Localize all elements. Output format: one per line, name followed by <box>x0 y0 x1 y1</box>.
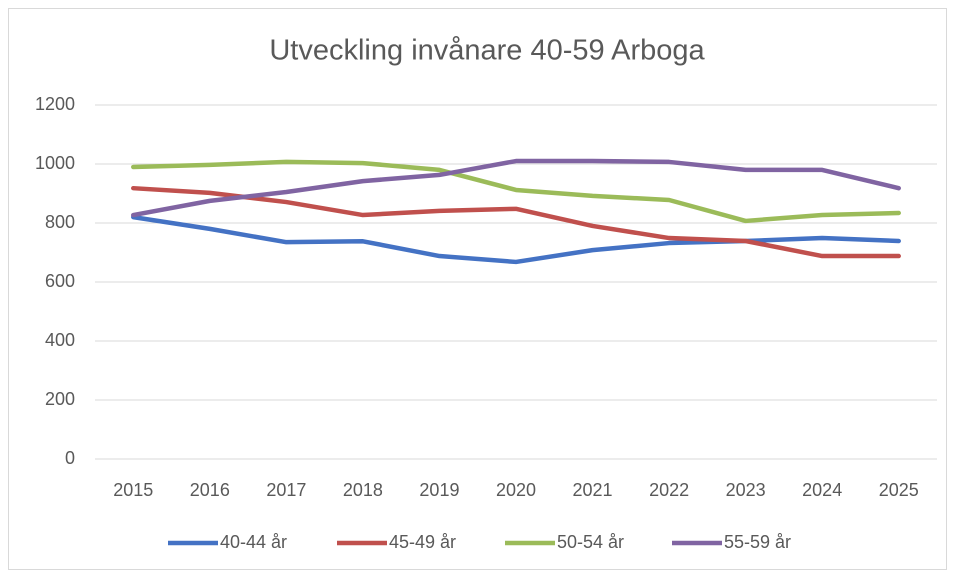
x-tick-label: 2016 <box>190 480 230 500</box>
y-tick-label: 0 <box>65 448 75 468</box>
x-tick-label: 2015 <box>113 480 153 500</box>
line-series <box>131 158 901 218</box>
x-tick-label: 2023 <box>726 480 766 500</box>
y-tick-label: 800 <box>45 212 75 232</box>
x-tick-label: 2025 <box>879 480 919 500</box>
y-tick-label: 600 <box>45 271 75 291</box>
y-tick-label: 1200 <box>35 94 75 114</box>
x-tick-label: 2018 <box>343 480 383 500</box>
y-tick-label: 400 <box>45 330 75 350</box>
x-tick-label: 2017 <box>266 480 306 500</box>
x-tick-label: 2024 <box>802 480 842 500</box>
chart-border <box>8 8 947 570</box>
y-tick-label: 200 <box>45 389 75 409</box>
x-tick-label: 2022 <box>649 480 689 500</box>
legend-label: 50-54 år <box>557 532 624 552</box>
x-tick-label: 2020 <box>496 480 536 500</box>
line-series <box>131 214 901 265</box>
x-tick-label: 2021 <box>573 480 613 500</box>
legend-label: 45-49 år <box>389 532 456 552</box>
line-series <box>131 185 901 259</box>
line-series <box>131 159 901 224</box>
chart-title: Utveckling invånare 40-59 Arboga <box>269 35 705 67</box>
y-tick-label: 1000 <box>35 153 75 173</box>
legend-label: 55-59 år <box>724 532 791 552</box>
legend-label: 40-44 år <box>220 532 287 552</box>
x-tick-label: 2019 <box>419 480 459 500</box>
